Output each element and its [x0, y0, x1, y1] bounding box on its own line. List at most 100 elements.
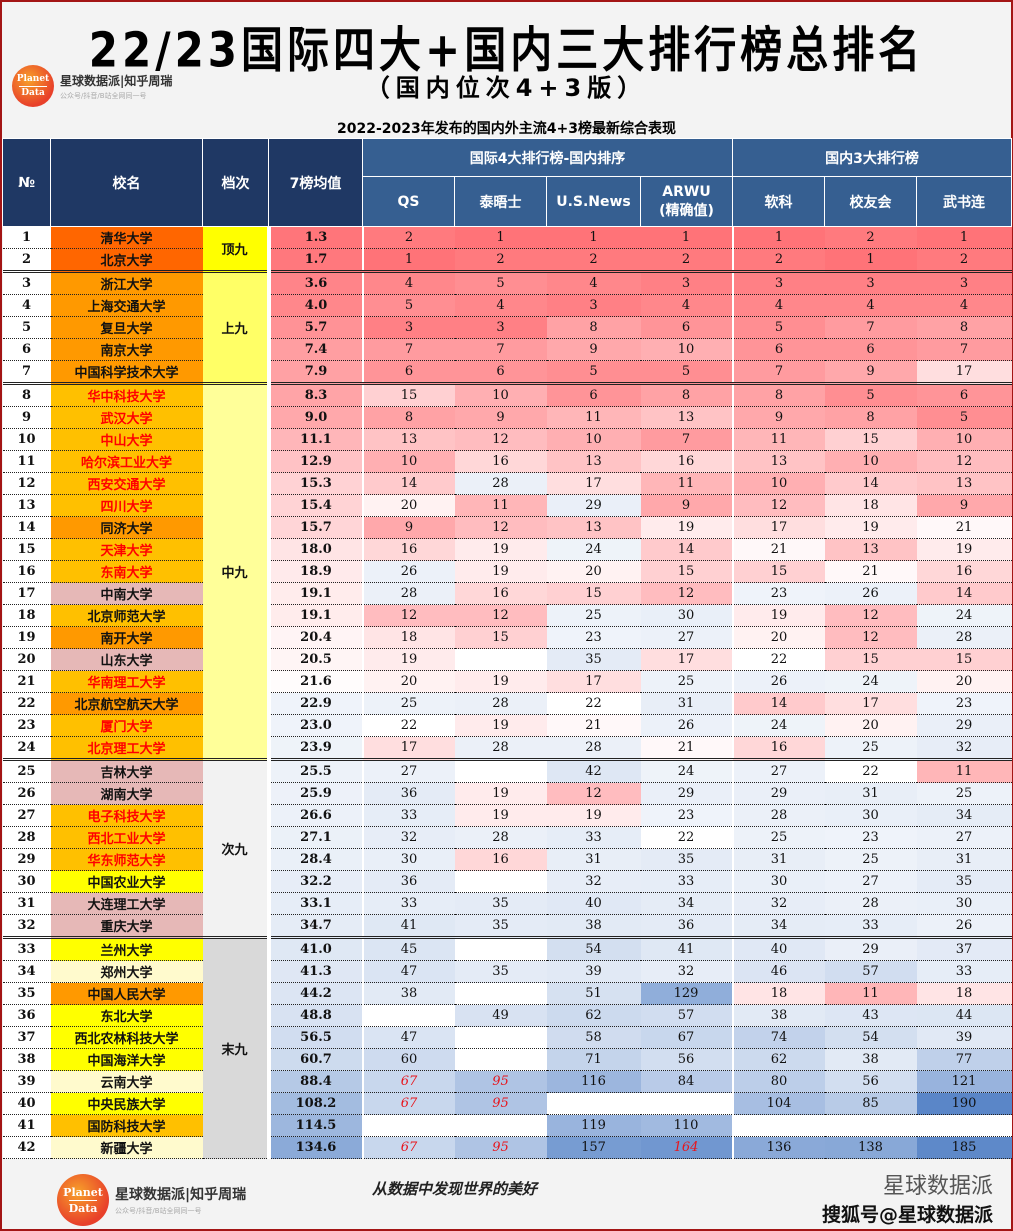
average-score: 1.7	[266, 248, 363, 272]
ranking-value: 30	[824, 804, 917, 827]
ranking-value: 17	[546, 472, 641, 495]
ranking-value	[454, 648, 547, 671]
ranking-value: 12	[454, 516, 547, 539]
rank-number: 10	[2, 428, 51, 451]
ranking-value: 2	[454, 248, 547, 272]
ranking-value: 16	[454, 848, 547, 871]
ranking-value: 27	[361, 758, 455, 783]
average-score: 20.4	[266, 626, 363, 649]
ranking-value: 2	[916, 248, 1012, 272]
ranking-value: 3	[454, 316, 547, 339]
rank-number: 5	[2, 316, 51, 339]
ranking-value: 30	[640, 604, 733, 627]
ranking-value: 41	[640, 936, 733, 961]
ranking-value: 18	[916, 982, 1012, 1005]
ranking-value: 11	[824, 982, 917, 1005]
ranking-value: 19	[454, 560, 547, 583]
ranking-value: 13	[916, 472, 1012, 495]
logo-bottom-text: Data	[68, 1201, 98, 1215]
ranking-value	[454, 758, 547, 783]
ranking-value: 67	[640, 1026, 733, 1049]
ranking-value: 136	[731, 1136, 825, 1159]
ranking-value: 164	[640, 1136, 733, 1159]
ranking-value: 20	[824, 714, 917, 737]
university-name: 西北农林科技大学	[50, 1026, 203, 1049]
ranking-value: 29	[640, 782, 733, 805]
rank-number: 1	[2, 226, 51, 249]
university-name: 云南大学	[50, 1070, 203, 1093]
ranking-value: 3	[824, 270, 917, 295]
ranking-value: 20	[916, 670, 1012, 693]
ranking-value: 36	[361, 782, 455, 805]
col-header-ranking-6: 武书连	[915, 176, 1013, 227]
average-score: 8.3	[266, 382, 363, 407]
ranking-value: 19	[454, 538, 547, 561]
ranking-value: 35	[640, 848, 733, 871]
ranking-value: 80	[731, 1070, 825, 1093]
ranking-value: 74	[731, 1026, 825, 1049]
ranking-value: 13	[546, 450, 641, 473]
ranking-value: 37	[916, 936, 1012, 961]
ranking-value: 95	[454, 1092, 547, 1115]
ranking-value	[454, 1114, 547, 1137]
university-name: 中国人民大学	[50, 982, 203, 1005]
footer-slogan: 从数据中发现世界的美好	[372, 1180, 538, 1198]
table-row: 35 中国人民大学 44.2 38 51 129 18 11 18	[2, 982, 1012, 1005]
rank-number: 28	[2, 826, 51, 849]
ranking-value: 28	[454, 736, 547, 760]
ranking-value: 15	[640, 560, 733, 583]
university-name: 哈尔滨工业大学	[50, 450, 203, 473]
university-name: 大连理工大学	[50, 892, 203, 915]
ranking-value: 5	[824, 382, 917, 407]
table-row: 42 新疆大学 134.6 67 95 157 164 136 138 185	[2, 1136, 1012, 1159]
ranking-value: 18	[824, 494, 917, 517]
table-row: 13 四川大学 15.4 20 11 29 9 12 18 9	[2, 494, 1012, 517]
ranking-value: 28	[454, 472, 547, 495]
ranking-value: 9	[824, 360, 917, 384]
ranking-value: 21	[916, 516, 1012, 539]
ranking-value: 23	[916, 692, 1012, 715]
university-name: 兰州大学	[50, 936, 203, 961]
ranking-value: 11	[916, 758, 1012, 783]
rank-number: 15	[2, 538, 51, 561]
ranking-value: 1	[454, 226, 547, 249]
ranking-value: 32	[546, 870, 641, 893]
university-name: 北京师范大学	[50, 604, 203, 627]
ranking-value: 21	[546, 714, 641, 737]
ranking-value: 110	[640, 1114, 733, 1137]
ranking-value: 14	[916, 582, 1012, 605]
table-row: 7 中国科学技术大学 7.9 6 6 5 5 7 9 17	[2, 360, 1012, 384]
table-row: 9 武汉大学 9.0 8 9 11 13 9 8 5	[2, 406, 1012, 429]
average-score: 12.9	[266, 450, 363, 473]
col-header-avg: 7榜均值	[268, 138, 363, 227]
col-header-ranking-5: 校友会	[824, 176, 917, 227]
ranking-value: 22	[640, 826, 733, 849]
table-row: 10 中山大学 11.1 13 12 10 7 11 15 10	[2, 428, 1012, 451]
table-row: 32 重庆大学 34.7 41 35 38 36 34 33 26	[2, 914, 1012, 938]
ranking-value: 54	[824, 1026, 917, 1049]
ranking-value	[916, 1114, 1012, 1137]
table-row: 29 华东师范大学 28.4 30 16 31 35 31 25 31	[2, 848, 1012, 871]
ranking-value: 60	[361, 1048, 455, 1071]
page-title: 22/23国际四大+国内三大排行榜总排名	[88, 21, 925, 79]
average-score: 108.2	[266, 1092, 363, 1115]
table-row: 36 东北大学 48.8 49 62 57 38 43 44	[2, 1004, 1012, 1027]
university-name: 北京大学	[50, 248, 203, 272]
rank-number: 17	[2, 582, 51, 605]
ranking-value: 2	[546, 248, 641, 272]
ranking-value: 20	[731, 626, 825, 649]
ranking-value	[454, 870, 547, 893]
ranking-value: 17	[916, 360, 1012, 384]
rank-number: 21	[2, 670, 51, 693]
ranking-value: 28	[916, 626, 1012, 649]
table-row: 37 西北农林科技大学 56.5 47 58 67 74 54 39	[2, 1026, 1012, 1049]
ranking-value: 26	[361, 560, 455, 583]
average-score: 15.4	[266, 494, 363, 517]
ranking-value: 25	[546, 604, 641, 627]
ranking-value	[361, 1114, 455, 1137]
ranking-value: 19	[454, 670, 547, 693]
ranking-value: 27	[640, 626, 733, 649]
ranking-value: 13	[640, 406, 733, 429]
university-name: 四川大学	[50, 494, 203, 517]
col-header-ranking-3: ARWU (精确值)	[640, 176, 733, 227]
